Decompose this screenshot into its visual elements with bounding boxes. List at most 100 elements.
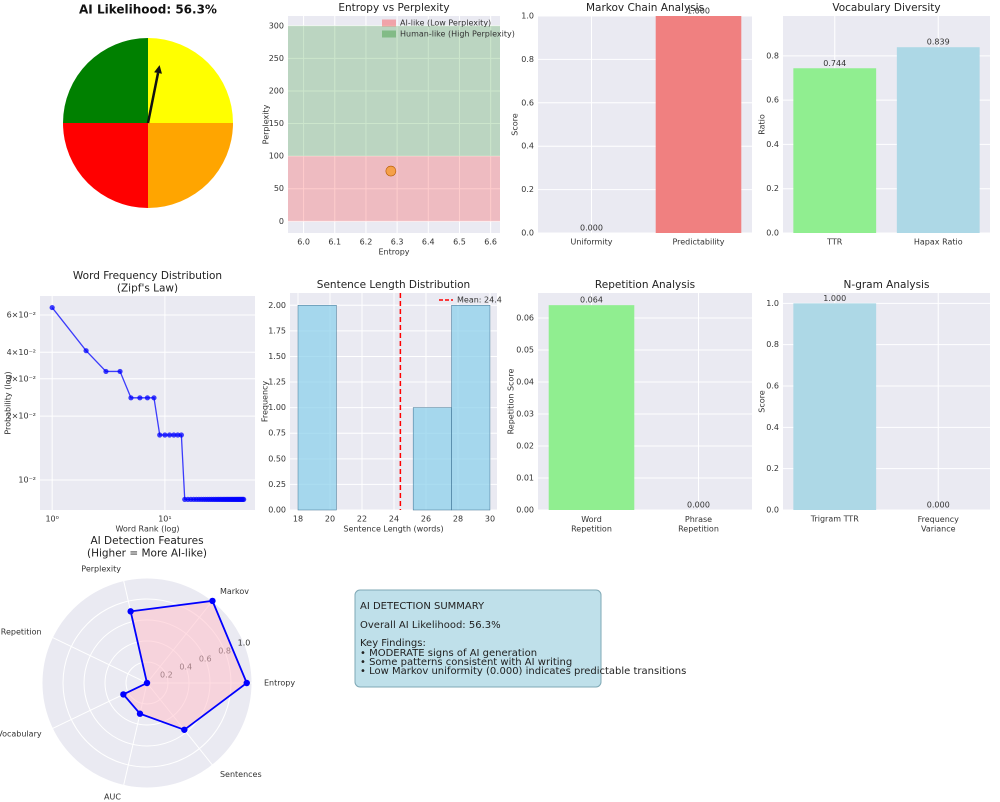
y-tick-label: 0.2	[766, 184, 779, 193]
data-point	[103, 368, 109, 375]
data-point	[175, 432, 181, 438]
x-tick-label: 20	[325, 515, 335, 524]
data-point	[181, 726, 188, 733]
data-point	[171, 432, 177, 438]
bar	[655, 16, 742, 233]
y-tick-label: 250	[269, 54, 284, 63]
y-tick-label: 0.04	[516, 377, 534, 386]
y-tick-label: 0.4	[766, 140, 779, 149]
chart-title: Word Frequency Distribution (Zipf's Law)	[73, 270, 222, 295]
category-label: Perplexity	[81, 564, 121, 573]
summary-finding: • MODERATE signs of AI generation	[360, 648, 537, 659]
data-point	[144, 395, 151, 401]
y-tick-label: 0.05	[516, 345, 534, 354]
y-axis-label: Ratio	[758, 114, 767, 135]
band	[288, 156, 500, 222]
value-label: 0.839	[927, 38, 950, 47]
data-point	[162, 432, 168, 438]
data-point	[178, 432, 184, 438]
data-point	[166, 432, 173, 438]
y-tick-label: 300	[269, 21, 284, 30]
chart-title: N-gram Analysis	[844, 279, 930, 291]
x-tick-label: Predictability	[672, 238, 724, 247]
y-tick-label: 0.6	[766, 96, 779, 105]
y-tick-label: 100	[269, 152, 284, 161]
y-tick-label: 0.50	[268, 454, 286, 463]
bar	[896, 47, 980, 233]
x-tick-label: 22	[357, 515, 367, 524]
y-tick-label: 0.4	[766, 423, 779, 432]
spoke	[52, 636, 148, 684]
y-tick-label: 0.4	[521, 142, 534, 151]
value-label: 0.000	[927, 501, 950, 510]
summary-box: AI DETECTION SUMMARY Overall AI Likeliho…	[354, 589, 686, 688]
data-point	[209, 597, 216, 605]
y-tick-label: 1.25	[268, 378, 286, 387]
data-point	[243, 679, 250, 687]
x-axis-label: Entropy	[378, 248, 409, 257]
gauge-segment	[148, 123, 233, 208]
y-tick-label: 3×10⁻²	[7, 374, 36, 383]
y-tick-label: 1.0	[766, 299, 779, 308]
y-axis-label: Perplexity	[262, 104, 271, 144]
summary-background	[354, 589, 602, 688]
chart-title: Repetition Analysis	[595, 279, 695, 291]
legend-swatch	[382, 30, 396, 38]
value-label: 1.000	[687, 7, 710, 16]
data-point	[120, 691, 127, 698]
bar	[548, 305, 635, 510]
band	[288, 25, 500, 157]
y-tick-label: 0	[279, 217, 284, 226]
histogram-bar	[297, 305, 337, 511]
y-tick-label: 6×10⁻²	[7, 310, 36, 319]
summary-finding: • Some patterns consistent with AI writi…	[360, 657, 572, 668]
x-tick-label: 6.3	[391, 238, 404, 247]
category-label: AUC	[104, 793, 121, 802]
x-tick-label: Word Repetition	[571, 515, 612, 534]
x-tick-label: 6.4	[422, 238, 435, 247]
y-tick-label: 0.2	[766, 464, 779, 473]
y-tick-label: 0.8	[521, 55, 534, 64]
chart-title: AI Detection Features (Higher = More AI-l…	[87, 535, 207, 560]
x-tick-label: 6.5	[453, 238, 466, 247]
legend-label: Human-like (High Perplexity)	[400, 30, 515, 39]
y-tick-label: 0.8	[766, 340, 779, 349]
y-tick-label: 150	[269, 119, 284, 128]
data-point	[117, 368, 123, 375]
y-axis-label: Score	[511, 113, 520, 135]
y-tick-label: 10⁻²	[18, 475, 36, 484]
y-tick-label: 1.0	[521, 12, 534, 21]
gauge-segment	[63, 123, 148, 208]
y-tick-label: 0.00	[268, 506, 286, 515]
value-label: 0.064	[580, 296, 603, 305]
x-tick-label: 24	[389, 515, 399, 524]
category-label: Entropy	[264, 679, 295, 688]
legend-swatch	[382, 19, 396, 27]
x-tick-label: 28	[453, 515, 463, 524]
x-tick-label: 6.2	[360, 238, 373, 247]
data-point	[128, 395, 134, 401]
value-label: 0.744	[823, 59, 846, 68]
x-tick-label: 26	[421, 515, 431, 524]
x-tick-label: Trigram TTR	[810, 515, 859, 524]
histogram-bar	[451, 305, 491, 511]
x-tick-label: 30	[485, 515, 495, 524]
data-point	[241, 496, 247, 503]
category-label: Markov	[220, 587, 249, 596]
data-point	[143, 679, 151, 687]
y-tick-label: 4×10⁻²	[7, 348, 36, 357]
value-label: 0.000	[580, 224, 603, 233]
y-axis-label: Score	[758, 390, 767, 412]
chart-title: Entropy vs Perplexity	[338, 2, 449, 14]
summary-title: AI DETECTION SUMMARY	[360, 601, 485, 612]
data-point	[151, 395, 157, 401]
x-tick-label: Hapax Ratio	[914, 238, 963, 247]
summary-findings-title: Key Findings:	[360, 638, 426, 649]
gauge-segment	[63, 38, 148, 123]
x-tick-label: 10⁰	[45, 515, 58, 524]
gauge-needle	[146, 72, 160, 124]
data-point	[49, 304, 55, 311]
bar	[793, 303, 877, 510]
y-axis-label: Frequency	[261, 381, 270, 423]
x-tick-label: 6.1	[328, 238, 341, 247]
